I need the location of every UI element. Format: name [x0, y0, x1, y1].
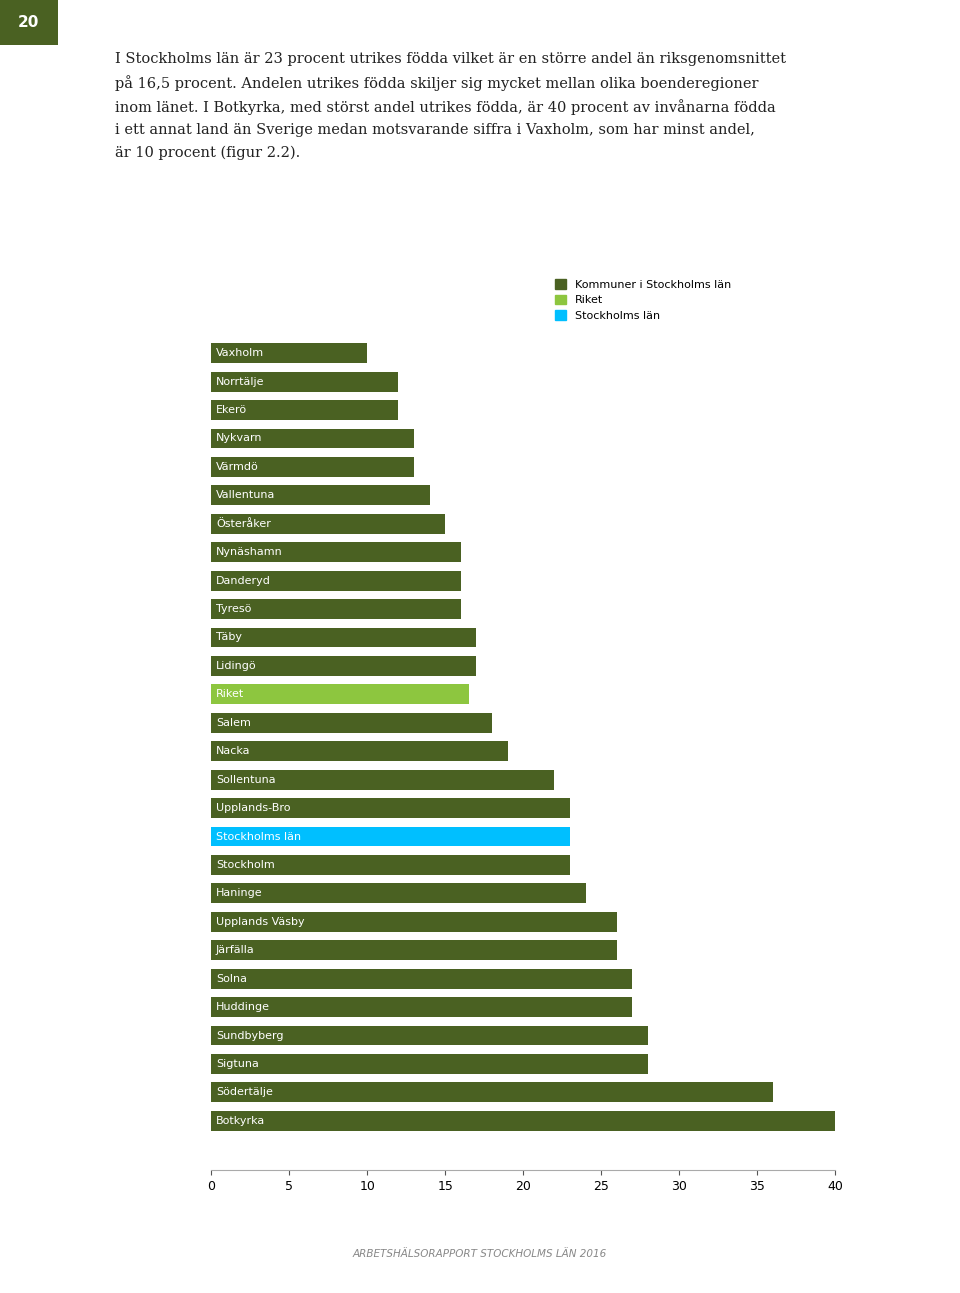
Text: Figur 2.2.  Andel (%) utrikes födda i befolkningen år 2014, män och kvinnor. Käl: Figur 2.2. Andel (%) utrikes födda i bef…	[19, 1191, 602, 1204]
Text: Stockholms län: Stockholms län	[216, 831, 301, 842]
Text: Vallentuna: Vallentuna	[216, 490, 276, 500]
Text: Riket: Riket	[216, 689, 244, 700]
Bar	[211, 485, 430, 506]
Bar	[211, 1025, 648, 1046]
Text: Figur 2.2.: Figur 2.2.	[19, 1191, 92, 1204]
Text: Haninge: Haninge	[216, 888, 262, 899]
Text: Solna: Solna	[216, 974, 247, 984]
Bar	[211, 1082, 773, 1103]
Bar	[211, 400, 398, 420]
Text: Sollentuna: Sollentuna	[216, 775, 276, 785]
Text: Stockholm: Stockholm	[216, 860, 275, 870]
Bar	[211, 1054, 648, 1074]
Bar	[211, 456, 414, 477]
Text: Värmdö: Värmdö	[216, 462, 258, 472]
Bar	[211, 769, 555, 790]
Text: Tyresö: Tyresö	[216, 604, 252, 614]
Bar	[211, 912, 616, 932]
Text: I Stockholms län är 23 procent utrikes födda vilket är en större andel än riksge: I Stockholms län är 23 procent utrikes f…	[115, 52, 786, 159]
Bar	[211, 428, 414, 449]
Bar	[211, 599, 461, 619]
Bar	[211, 627, 476, 648]
Bar	[211, 1111, 835, 1131]
Text: ARBETSHÄLSORAPPORT STOCKHOLMS LÄN 2016: ARBETSHÄLSORAPPORT STOCKHOLMS LÄN 2016	[353, 1249, 607, 1259]
Bar	[211, 798, 570, 818]
Text: Ekerö: Ekerö	[216, 405, 247, 415]
Text: Täby: Täby	[216, 632, 242, 643]
Bar	[211, 997, 633, 1018]
Text: Sundbyberg: Sundbyberg	[216, 1031, 283, 1041]
Text: Sigtuna: Sigtuna	[216, 1059, 259, 1069]
Bar	[211, 741, 508, 762]
Text: Salem: Salem	[216, 718, 251, 728]
Bar	[211, 826, 570, 847]
Text: Upplands-Bro: Upplands-Bro	[216, 803, 290, 813]
Bar	[211, 684, 468, 705]
Text: Österåker: Österåker	[216, 518, 271, 529]
Bar	[211, 513, 445, 534]
Bar	[211, 656, 476, 676]
Text: Södertälje: Södertälje	[216, 1087, 273, 1098]
Text: Upplands Väsby: Upplands Väsby	[216, 917, 304, 927]
Bar	[211, 883, 586, 904]
Bar	[211, 712, 492, 733]
Text: Nynäshamn: Nynäshamn	[216, 547, 282, 557]
Text: Nykvarn: Nykvarn	[216, 433, 262, 443]
Text: Huddinge: Huddinge	[216, 1002, 270, 1012]
Bar	[211, 542, 461, 562]
Bar	[211, 343, 367, 363]
Bar	[211, 855, 570, 875]
Text: Danderyd: Danderyd	[216, 575, 271, 586]
Text: Lidingö: Lidingö	[216, 661, 256, 671]
Bar	[211, 570, 461, 591]
Text: Nacka: Nacka	[216, 746, 251, 756]
Bar	[211, 940, 616, 961]
Bar	[211, 371, 398, 392]
Text: Vaxholm: Vaxholm	[216, 348, 264, 358]
Text: Botkyrka: Botkyrka	[216, 1116, 265, 1126]
Bar	[211, 968, 633, 989]
Text: Norrtälje: Norrtälje	[216, 376, 264, 387]
Text: Järfälla: Järfälla	[216, 945, 254, 956]
Legend: Kommuner i Stockholms län, Riket, Stockholms län: Kommuner i Stockholms län, Riket, Stockh…	[553, 277, 733, 323]
Text: 20: 20	[18, 16, 39, 30]
